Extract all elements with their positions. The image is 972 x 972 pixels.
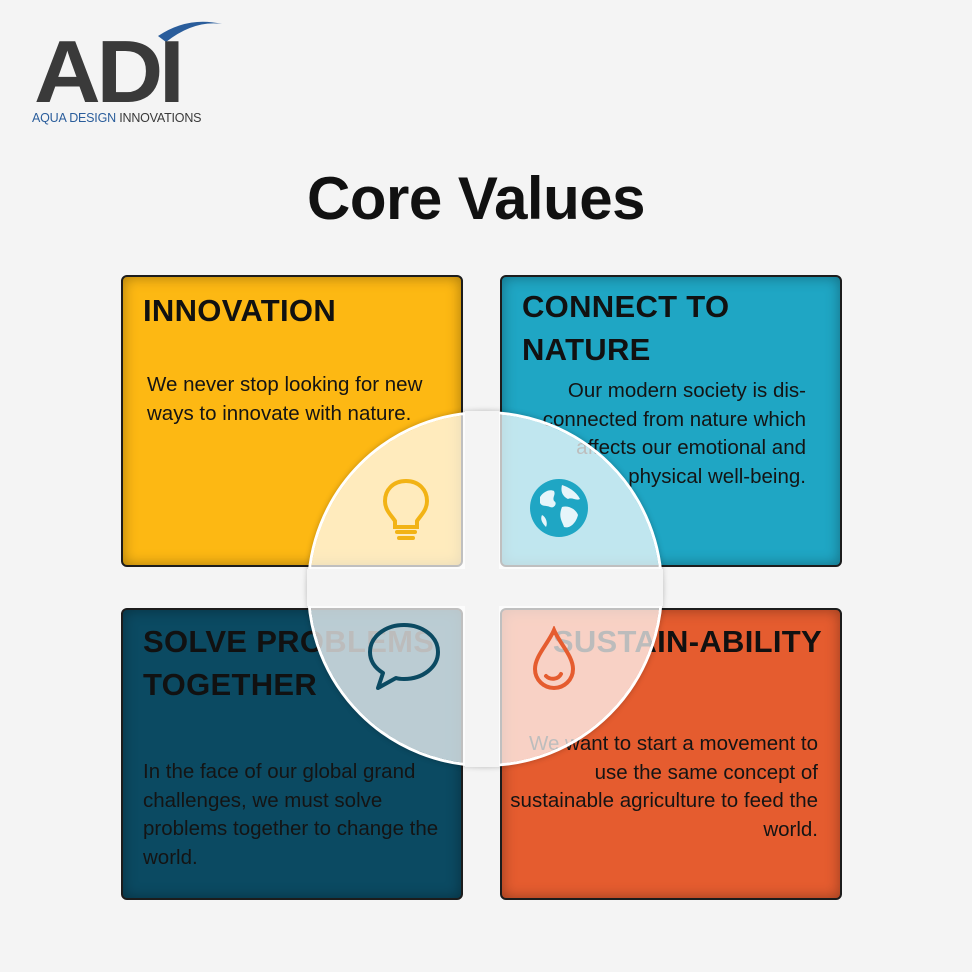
- ring-quadrant-innovation: [310, 414, 483, 587]
- lightbulb-icon: [382, 478, 430, 540]
- logo-swoosh-icon: [158, 21, 222, 42]
- card-title: CONNECT TO NATURE: [522, 289, 730, 367]
- card-title: INNOVATION: [143, 293, 337, 328]
- speech-bubble-icon: [368, 623, 440, 690]
- ring-quadrant-sustainability: [489, 593, 660, 764]
- company-logo: ADI AQUA DESIGN INNOVATIONS: [30, 10, 230, 130]
- card-title: SOLVE PROBLEMS TOGETHER: [143, 624, 435, 702]
- globe-icon: [530, 479, 588, 537]
- water-drop-icon: [532, 626, 576, 691]
- logo-mark: ADI: [34, 22, 185, 121]
- page-title: Core Values: [306, 165, 646, 232]
- card-text: In the face of our global grand challeng…: [143, 760, 439, 869]
- logo-tagline: AQUA DESIGN INNOVATIONS: [32, 111, 202, 125]
- center-cross-horizontal: [307, 569, 663, 606]
